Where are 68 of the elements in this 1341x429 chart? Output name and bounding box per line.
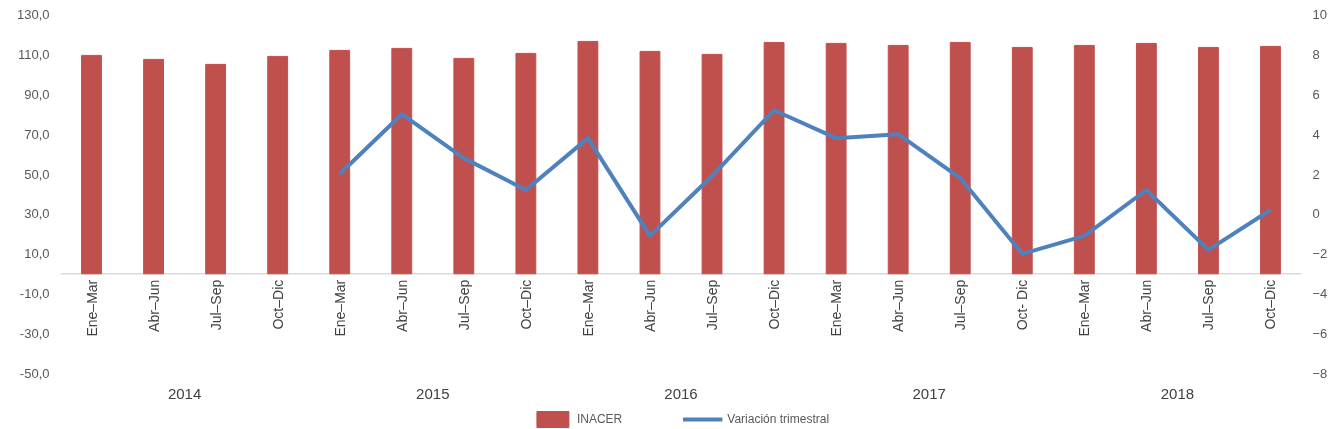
y2-tick-label: 4 [1312,126,1320,142]
x-tick-label: Ene–Mar [1076,279,1093,337]
text: 2016 [664,384,698,402]
y-tick-label: -10,0 [19,286,50,302]
y-tick-label: 130,0 [16,7,50,22]
x-tick-label: Oct–Dic [766,279,783,330]
x-tick-label: Jul–Sep [952,279,969,331]
y2-tick-label: −4 [1312,286,1328,302]
bar [391,47,413,275]
y-tick-label: 70,0 [24,126,50,142]
y-tick-label: 50,0 [24,166,50,182]
x-tick-label: Oct–Dic [1262,279,1279,330]
bar [949,41,971,275]
bar [329,49,351,275]
y2-tick-label: 2 [1312,166,1320,182]
bar [887,44,909,275]
y-tick-label: -50,0 [19,366,50,381]
y-tick-label: -30,0 [19,326,50,342]
bar [825,42,847,275]
x-tick-label: Abr–Jun [1138,279,1155,332]
x-tick-label: Jul–Sep [207,279,224,331]
bar [81,54,102,275]
legend-label: INACER [576,412,623,426]
bar [1011,46,1033,275]
x-tick-label: Ene–Mar [83,279,100,337]
bar [267,55,289,275]
bar [1198,46,1219,275]
x-tick-label: Jul–Sep [1200,279,1217,331]
y2-tick-label: 6 [1312,86,1320,102]
y-tick-label: 30,0 [24,206,50,222]
y2-tick-label: 10 [1312,7,1327,22]
x-tick-label: Jul–Sep [455,279,472,331]
x-tick-label: Oct–Dic [517,279,534,330]
x-tick-label: Jul–Sep [704,279,721,331]
x-tick-label: Abr–Jun [145,279,162,332]
bar [577,40,599,275]
text: 2014 [167,384,202,402]
bar [701,53,723,275]
y2-tick-label: 8 [1312,46,1320,62]
bar [639,50,661,275]
x-tick-label: Abr–Jun [641,279,658,332]
y2-tick-label: −2 [1312,246,1328,262]
bar [205,63,227,275]
text: 2015 [416,384,450,402]
text: 2018 [1160,384,1195,402]
y2-tick-label: −6 [1312,326,1328,342]
y2-tick-label: 0 [1312,206,1320,222]
x-tick-label: Ene–Mar [579,279,596,337]
text: 2017 [912,384,946,402]
x-tick-label: Abr–Jun [890,279,907,332]
bar [1073,44,1095,275]
x-tick-label: Oct- Dic [1014,279,1031,331]
bar [1260,45,1281,275]
line-series [337,108,1273,256]
y-tick-label: 10,0 [24,246,50,262]
x-tick-label: Oct–Dic [269,279,286,330]
bar [1135,42,1157,275]
y2-tick-label: −8 [1312,366,1328,381]
y-tick-label: 110,0 [17,46,50,62]
x-tick-label: Ene–Mar [331,279,348,337]
x-tick-label: Abr–Jun [393,279,410,332]
legend-label: Variación trimestral [727,412,830,426]
bar [143,58,164,275]
x-tick-label: Ene–Mar [828,279,845,337]
y-tick-label: 90,0 [24,86,50,102]
bar [763,41,785,275]
bar [515,52,537,275]
bar [453,57,475,275]
